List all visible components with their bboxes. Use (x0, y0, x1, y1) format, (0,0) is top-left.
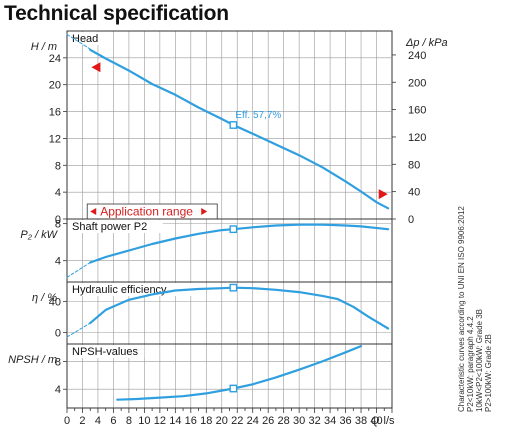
y-tick-label: 8 (55, 356, 61, 368)
duty-point-marker (229, 283, 238, 292)
y-tick-label: 0 (55, 214, 61, 226)
x-tick-label: 18 (200, 415, 212, 427)
range-start-marker (91, 62, 101, 73)
x-tick-label: 30 (293, 415, 305, 427)
x-tick-label: 28 (278, 415, 290, 427)
x-tick-label: 4 (95, 415, 101, 427)
efficiency-label: Eff. 57,7% (235, 110, 281, 121)
x-tick-label: 20 (216, 415, 228, 427)
x-tick-label: 26 (262, 415, 274, 427)
y-tick-label: 4 (55, 384, 61, 396)
y2-tick-label: 160 (408, 105, 426, 117)
x-tick-label: 40 (370, 415, 382, 427)
y-tick-label: 4 (55, 187, 61, 199)
range-end-marker (378, 189, 388, 200)
x-tick-label: 8 (126, 415, 132, 427)
curve-extension (66, 262, 91, 278)
panel-title: Shaft power P2 (72, 221, 147, 233)
curve-extension (66, 322, 91, 338)
y-tick-label: 16 (49, 107, 61, 119)
x-tick-label: 34 (324, 415, 336, 427)
x-tick-label: 32 (308, 415, 320, 427)
y-tick-label: 8 (55, 219, 61, 231)
application-range-right-arrow (201, 208, 208, 215)
y2-tick-label: 240 (408, 50, 426, 62)
side-note-line: Characteristic curves according to UNI E… (457, 206, 466, 412)
application-range-left-arrow (90, 208, 97, 215)
y-tick-label: 0 (55, 327, 61, 339)
curve-extension (66, 33, 91, 50)
y-tick-label: 12 (49, 133, 61, 145)
panel-title: Hydraulic efficiency (72, 284, 167, 296)
y-tick-label: 40 (49, 296, 61, 308)
y-axis-label: NPSH / m (8, 354, 57, 366)
panel-title: NPSH-values (72, 346, 139, 358)
page-title: Technical specification (4, 2, 229, 25)
y2-tick-label: 0 (408, 214, 414, 226)
x-tick-label: 2 (79, 415, 85, 427)
y-tick-label: 24 (49, 53, 61, 65)
x-tick-label: 16 (185, 415, 197, 427)
y-axis-label: P₂ / kW (20, 229, 58, 241)
duty-point-marker (229, 225, 238, 234)
x-axis-unit: l/s (384, 415, 396, 427)
side-note-line: P2<10kW: paragraph 4.4.2 (466, 316, 475, 412)
y2-tick-label: 80 (408, 159, 420, 171)
y-tick-label: 8 (55, 160, 61, 172)
panel-title-bg (68, 345, 145, 358)
y2-tick-label: 40 (408, 187, 420, 199)
panel-title-bg (68, 220, 163, 233)
y-tick-label: 20 (49, 80, 61, 92)
x-tick-label: 12 (154, 415, 166, 427)
side-note: Characteristic curves according to UNI E… (457, 206, 493, 412)
performance-curve (116, 345, 363, 401)
duty-point-marker (229, 384, 238, 393)
x-tick-label: 24 (247, 415, 259, 427)
panel-title: Head (72, 33, 98, 45)
x-tick-label: 14 (169, 415, 181, 427)
y2-tick-label: 120 (408, 132, 426, 144)
panel-efficiency: 0 40η / % Hydraulic efficiency (32, 281, 393, 345)
y-axis-label: H / m (31, 41, 57, 53)
x-tick-label: 36 (339, 415, 351, 427)
y-axis-label: η / % (32, 292, 57, 304)
x-tick-label: 10 (138, 415, 150, 427)
panel-frame (66, 343, 393, 409)
application-range-label: Application range (100, 205, 193, 219)
side-note-line: P2>100kW: Grade 2B (484, 334, 493, 412)
x-axis-label: Q (371, 415, 380, 427)
x-tick-label: 22 (231, 415, 243, 427)
y2-tick-label: 200 (408, 77, 426, 89)
duty-point-marker (229, 121, 238, 129)
panel-title-bg (68, 32, 101, 45)
y2-axis-label: Δp / kPa (405, 37, 448, 49)
side-note-line: 10kW<P2<100kW: Grade 3B (475, 309, 484, 412)
performance-curve (89, 286, 390, 330)
performance-curve (89, 48, 390, 210)
panel-shaft-power: 4 8P₂ / kW Shaft power P2 (20, 218, 393, 283)
x-tick-label: 0 (64, 415, 70, 427)
x-tick-label: 38 (355, 415, 367, 427)
x-tick-label: 6 (110, 415, 116, 427)
y-tick-label: 4 (55, 256, 61, 268)
